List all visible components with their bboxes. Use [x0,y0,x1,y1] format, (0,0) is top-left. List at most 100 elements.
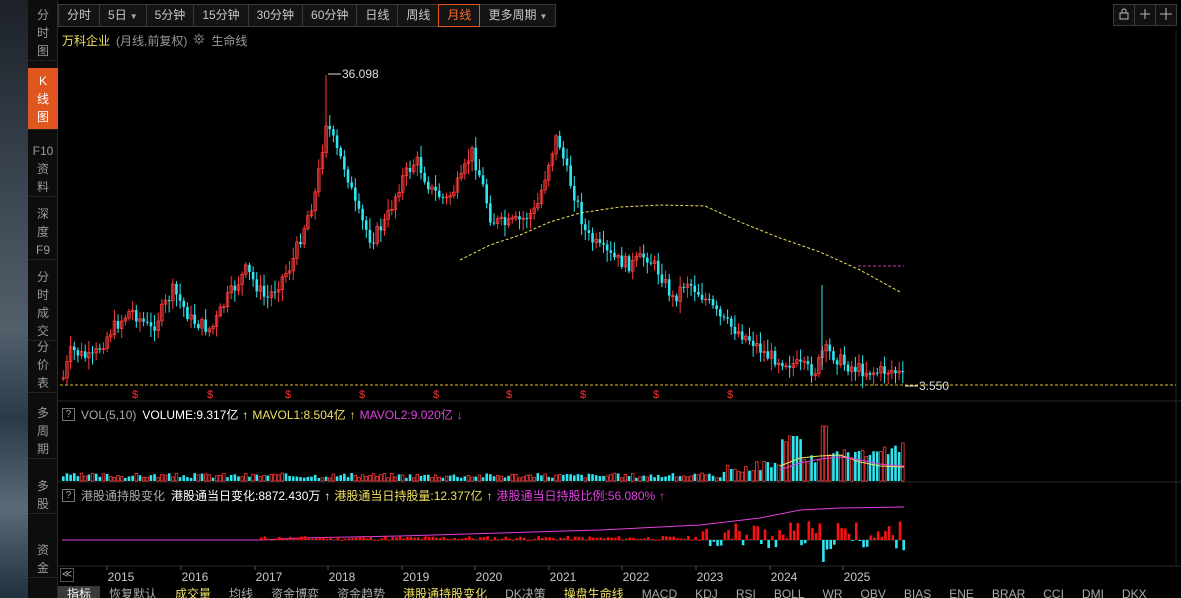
period-tab[interactable]: 60分钟 [302,4,358,27]
indicator-tab[interactable]: 港股通持股变化 [403,587,488,598]
candle-body [72,346,76,351]
volume-bar [368,475,372,482]
period-tab[interactable]: 月线 [438,4,481,27]
candle-body [514,215,518,219]
period-tab[interactable]: 15分钟 [193,4,249,27]
volume-bar [894,445,897,481]
lifeline-indicator-label[interactable]: 生命线 [211,34,248,48]
candle-body [116,321,120,329]
indicator-tab[interactable]: 成交量 [175,587,212,598]
indicator-tab[interactable]: 资金趋势 [337,587,386,598]
side-nav-char: 期 [36,442,49,456]
side-nav-item[interactable]: 资金 [28,541,58,578]
side-nav-item[interactable]: 深度 F9 [28,205,58,260]
volume-bar [554,474,558,482]
candle-body [726,317,729,319]
hk-bar [577,536,581,540]
indicator-tab[interactable]: BIAS [903,587,932,598]
help-box[interactable]: ? [62,489,75,502]
hk-bar [300,536,303,540]
indicator-tab[interactable]: DKX [1121,587,1147,598]
period-label: 更多周期 [488,8,537,22]
candle-body [850,366,854,372]
candle-body [791,363,795,369]
stock-name[interactable]: 万科企业 [62,34,111,48]
indicator-tab[interactable]: 恢复默认 [109,587,158,598]
hk-bar [727,530,730,540]
candle-body [109,334,113,338]
side-nav-item[interactable]: 分时图 [28,6,58,61]
volume-bar [872,451,875,481]
indicator-tab[interactable]: 操盘生命线 [563,587,624,598]
candle-body [244,264,248,275]
candle-body [605,244,609,251]
period-tab[interactable]: 5分钟 [145,4,195,27]
indicator-tab[interactable]: 资金博弈 [271,587,320,598]
indicator-tab[interactable]: CCI [1043,587,1064,598]
period-tab[interactable]: 日线 [356,4,399,27]
volume-bar [481,477,485,481]
x-tick-label: 2019 [403,570,430,584]
volume-bar [591,474,594,481]
period-tab[interactable]: 更多周期 ▼ [479,4,557,27]
hk-bar [500,538,504,540]
indicator-tab[interactable]: KDJ [695,587,718,598]
candle-body [411,164,416,173]
indicator-tab[interactable]: DK决策 [505,587,546,598]
indicator-tab[interactable]: OBV [860,587,886,598]
plus-icon[interactable] [1134,4,1156,26]
hk-bar [730,538,734,540]
hk-bar [347,538,351,540]
side-nav-char: 图 [36,110,49,124]
volume-bar [214,475,219,482]
candle-body [375,225,379,244]
period-tab[interactable]: 周线 [397,4,440,27]
candle-body [550,153,555,166]
indicator-tab[interactable]: MACD [641,587,678,598]
volume-bar [255,474,259,481]
candle-body [135,310,138,322]
candle-body [211,326,215,330]
volume-bar [711,475,715,481]
hk-bar [876,531,880,540]
gear-icon[interactable] [193,33,205,48]
period-tab[interactable]: 30分钟 [247,4,304,27]
volume-bar [182,475,186,481]
side-nav-item[interactable]: 分时成交 [28,268,58,341]
candle-body [470,147,474,162]
hk-bar [895,540,898,549]
volume-bar [792,436,795,481]
side-nav-item[interactable]: 多股 [28,477,58,514]
volume-bar [820,425,825,482]
hk-bar [592,537,595,540]
indicator-tab[interactable]: 指标 [58,586,101,598]
crosshair-icon[interactable] [1155,4,1177,26]
indicator-tab[interactable]: ENE [949,587,974,598]
volume-bar [864,456,868,482]
hk-bar [292,538,296,540]
side-nav-item[interactable]: F10 资料 [28,142,58,197]
period-tab[interactable]: 分时 [58,4,101,27]
volume-bar [573,475,576,481]
candle-body [897,370,901,374]
hk-bar [424,536,427,540]
lock-icon[interactable] [1113,4,1135,26]
indicator-tab[interactable]: WR [822,587,843,598]
side-nav-item[interactable]: 分价表 [28,338,58,393]
candle-body [678,286,682,302]
volume-bar [748,470,751,481]
hk-bar [632,537,635,540]
indicator-tab[interactable]: 均线 [229,587,254,598]
collapse-button[interactable]: ≪ [60,568,74,582]
candle-body [408,167,412,172]
candle-body [101,348,106,351]
side-nav-item[interactable]: 多周期 [28,404,58,459]
period-tab[interactable]: 5日 ▼ [99,4,147,27]
indicator-tab[interactable]: DMI [1081,587,1104,598]
indicator-tab[interactable]: BRAR [991,587,1026,598]
help-box[interactable]: ? [62,408,75,421]
hk-bar [493,537,497,540]
indicator-tab[interactable]: BOLL [773,587,805,598]
indicator-tab[interactable]: RSI [735,587,756,598]
